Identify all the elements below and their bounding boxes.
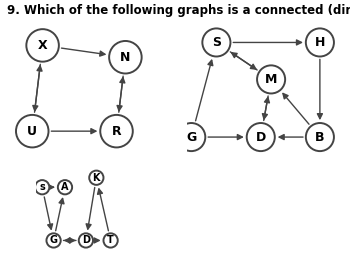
Text: A: A — [61, 182, 69, 192]
Text: X: X — [38, 39, 47, 52]
Circle shape — [247, 123, 275, 151]
Circle shape — [177, 123, 205, 151]
Text: T: T — [107, 235, 114, 246]
Text: N: N — [120, 51, 131, 64]
Circle shape — [16, 115, 49, 147]
Text: 9. Which of the following graphs is a connected (directed) graph?: 9. Which of the following graphs is a co… — [7, 4, 350, 17]
Text: B: B — [315, 131, 325, 144]
Circle shape — [306, 123, 334, 151]
Circle shape — [47, 233, 61, 248]
Text: H: H — [315, 36, 325, 49]
Circle shape — [26, 29, 59, 62]
Text: K: K — [93, 173, 100, 183]
Circle shape — [306, 29, 334, 56]
Circle shape — [109, 41, 142, 73]
Circle shape — [100, 115, 133, 147]
Circle shape — [35, 180, 49, 194]
Circle shape — [89, 171, 104, 185]
Text: G: G — [186, 131, 196, 144]
Text: D: D — [256, 131, 266, 144]
Text: s: s — [39, 182, 45, 192]
Text: M: M — [265, 73, 277, 86]
Circle shape — [257, 65, 285, 93]
Circle shape — [58, 180, 72, 194]
Circle shape — [79, 233, 93, 248]
Circle shape — [104, 233, 118, 248]
Text: G: G — [50, 235, 58, 246]
Text: S: S — [212, 36, 221, 49]
Text: U: U — [27, 125, 37, 138]
Text: D: D — [82, 235, 90, 246]
Circle shape — [202, 29, 230, 56]
Text: R: R — [112, 125, 121, 138]
